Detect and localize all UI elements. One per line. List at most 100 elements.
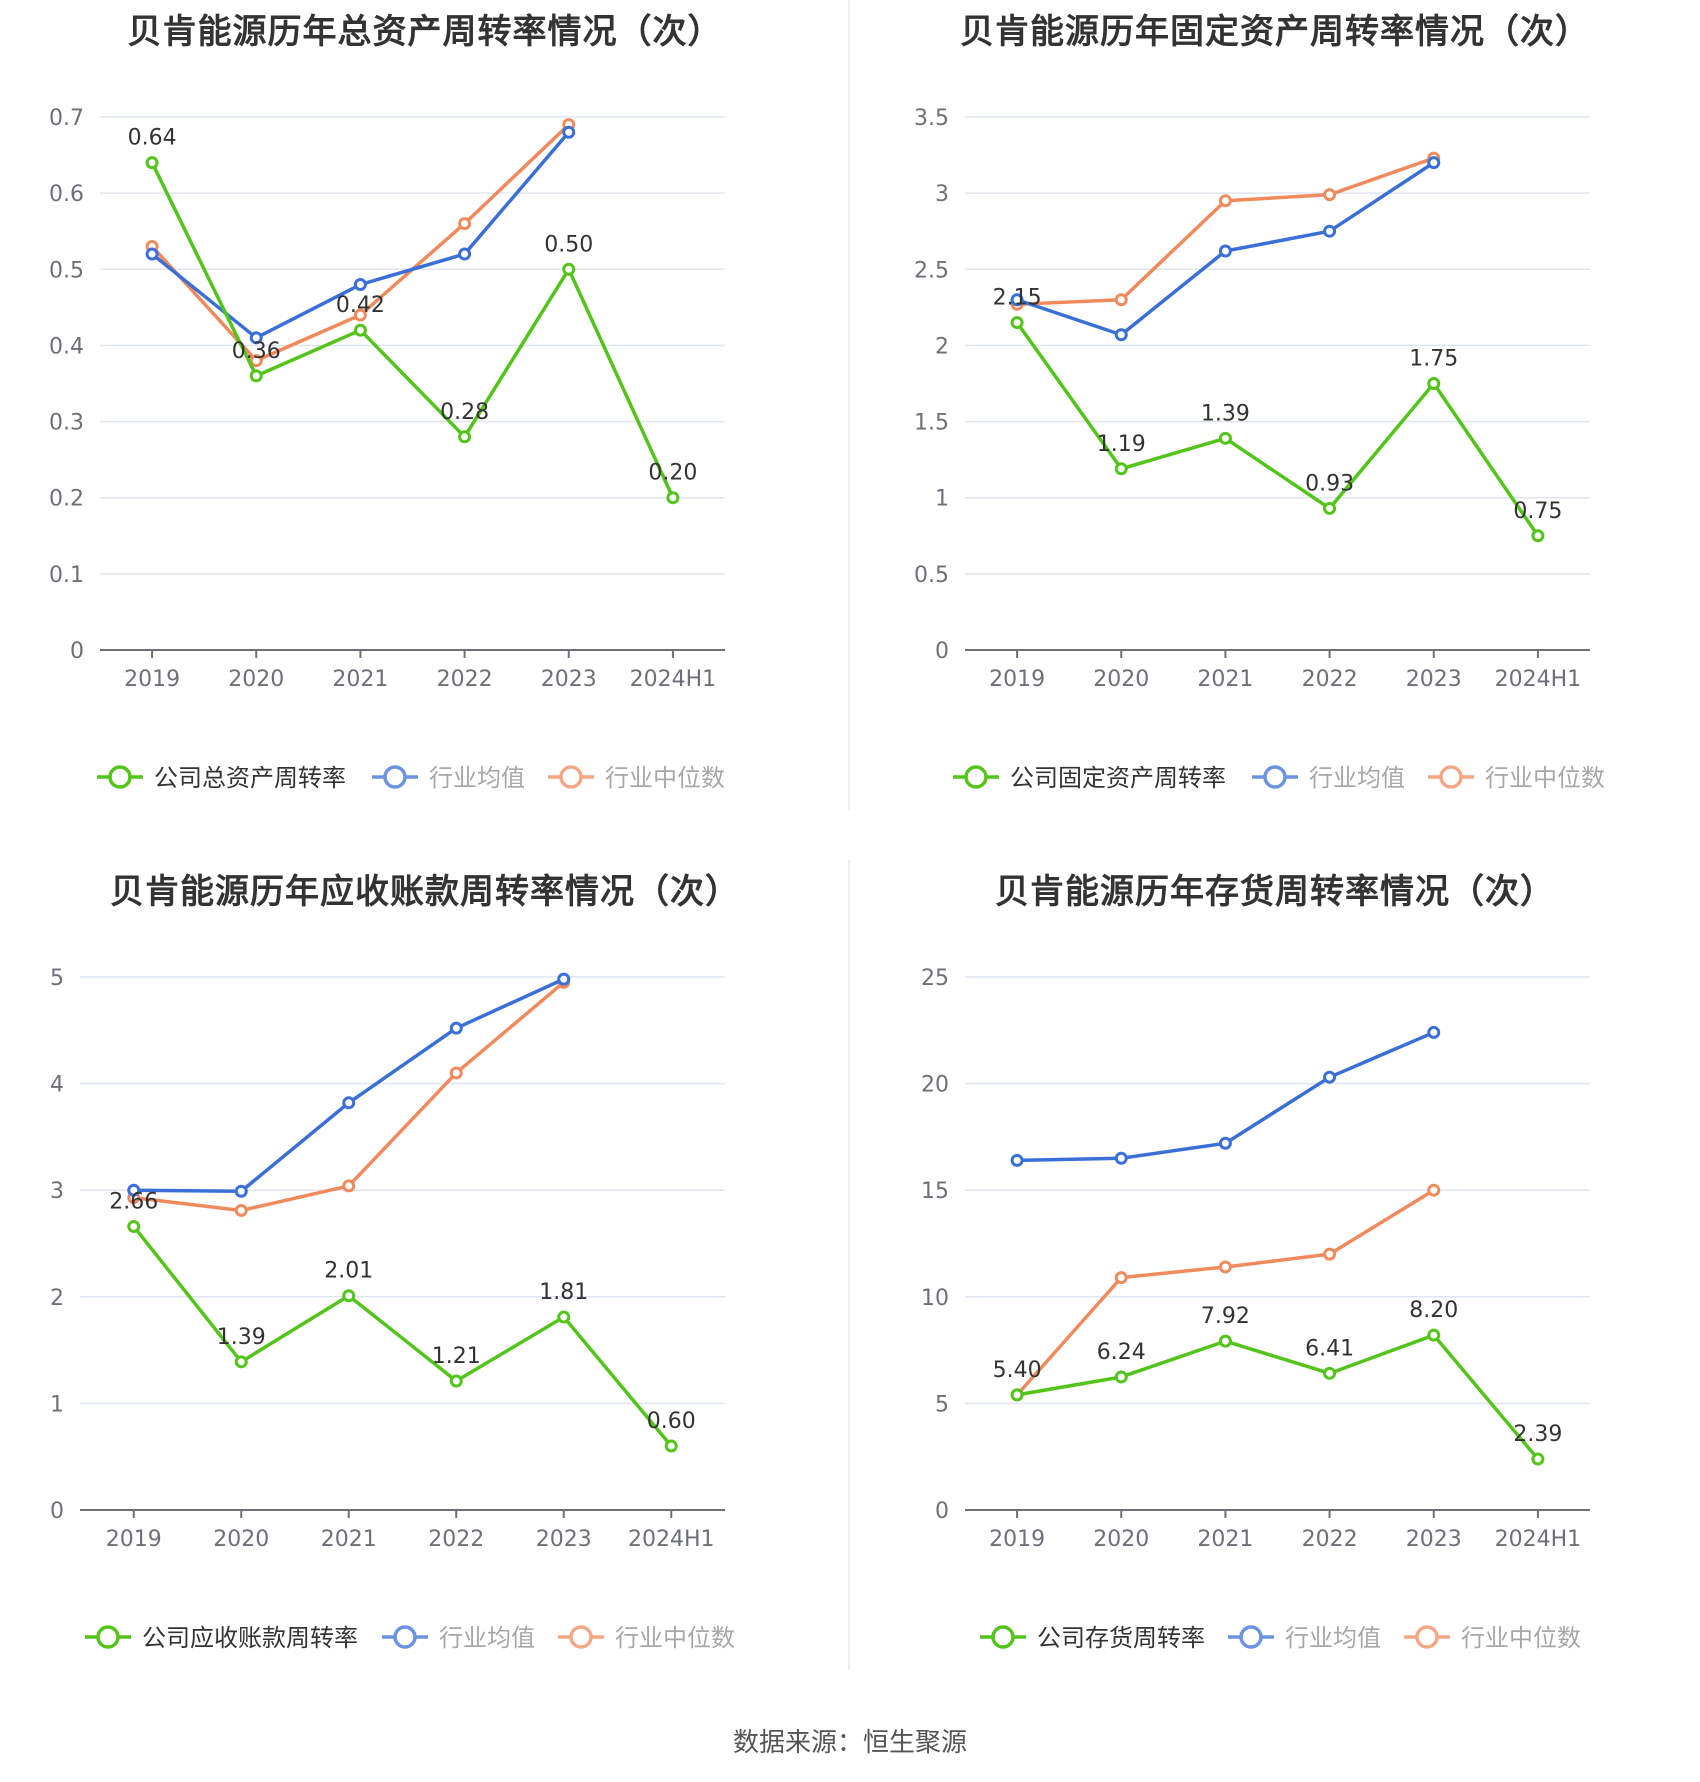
data-point	[1218, 194, 1232, 208]
data-point	[1323, 224, 1337, 238]
legend-item[interactable]: 行业中位数	[1404, 1624, 1581, 1652]
data-label: 2.66	[109, 1189, 158, 1214]
legend-item[interactable]: 行业均值	[1252, 764, 1405, 792]
chart-title: 贝肯能源历年存货周转率情况（次）	[995, 872, 1555, 912]
series-line	[1015, 321, 1540, 537]
data-label: 7.92	[1201, 1304, 1250, 1329]
series-line	[1015, 1188, 1435, 1397]
data-point	[1323, 1366, 1337, 1380]
data-point	[1218, 1136, 1232, 1150]
data-label: 6.24	[1097, 1340, 1146, 1365]
y-tick-label: 0.5	[914, 563, 949, 588]
data-point	[353, 323, 367, 337]
data-point	[1531, 529, 1545, 543]
data-point	[666, 491, 680, 505]
legend-item[interactable]: 行业均值	[1228, 1624, 1381, 1652]
legend-label: 公司存货周转率	[1037, 1624, 1205, 1652]
data-label: 0.64	[128, 126, 177, 151]
y-tick-label: 5	[50, 966, 64, 991]
chart-panel-inventory-turnover: 贝肯能源历年存货周转率情况（次） 0 5 10 15 20 25 2019 2020 2021 2…	[850, 860, 1700, 1720]
data-label: 0.93	[1305, 471, 1354, 496]
data-point	[449, 1374, 463, 1388]
data-point	[1114, 1370, 1128, 1384]
series-line	[133, 977, 565, 1194]
legend-label: 行业均值	[429, 764, 525, 792]
x-tick-label: 2024H1	[1495, 1527, 1582, 1552]
y-tick-label: 3	[50, 1179, 64, 1204]
data-point	[234, 1355, 248, 1369]
data-point	[557, 1310, 571, 1324]
data-label: 0.75	[1513, 499, 1562, 524]
data-point	[1427, 1025, 1441, 1039]
data-point	[1427, 1183, 1441, 1197]
data-point	[1323, 1070, 1337, 1084]
y-tick-label: 0.4	[49, 334, 84, 359]
legend-item[interactable]: 公司应收账款周转率	[85, 1624, 358, 1652]
x-tick-label: 2023	[536, 1527, 592, 1552]
data-label: 0.36	[232, 339, 281, 364]
legend-item[interactable]: 行业中位数	[1428, 764, 1605, 792]
chart-panel-receivables-turnover: 贝肯能源历年应收账款周转率情况（次） 0 1 2 3 4 5 2019 2020 2021 202…	[0, 860, 850, 1720]
data-point	[1114, 328, 1128, 342]
data-point	[249, 331, 263, 345]
y-tick-label: 20	[921, 1073, 949, 1098]
y-tick-label: 0.5	[49, 258, 84, 283]
x-tick-label: 2024H1	[630, 667, 717, 692]
data-point	[234, 1203, 248, 1217]
y-tick-label: 3	[935, 182, 949, 207]
legend-item[interactable]: 行业中位数	[558, 1624, 735, 1652]
legend-item[interactable]: 行业均值	[372, 764, 525, 792]
data-point	[458, 247, 472, 261]
x-tick-label: 2022	[1302, 1527, 1358, 1552]
data-point	[1114, 462, 1128, 476]
data-label: 6.41	[1305, 1336, 1354, 1361]
y-tick-label: 10	[921, 1286, 949, 1311]
data-point	[1427, 1328, 1441, 1342]
legend-item[interactable]: 行业均值	[382, 1624, 535, 1652]
data-label: 1.39	[1201, 401, 1250, 426]
series-line	[1016, 1333, 1540, 1461]
series-line	[132, 1225, 673, 1448]
x-tick-label: 2020	[228, 667, 284, 692]
legend-item[interactable]: 公司总资产周转率	[97, 764, 346, 792]
x-tick-label: 2020	[1093, 667, 1149, 692]
x-tick-label: 2022	[1302, 667, 1358, 692]
y-tick-label: 5	[935, 1392, 949, 1417]
legend-item[interactable]: 公司存货周转率	[980, 1624, 1205, 1652]
data-point	[1531, 1452, 1545, 1466]
y-tick-label: 0.6	[49, 182, 84, 207]
y-tick-label: 4	[50, 1073, 64, 1098]
x-tick-label: 2023	[541, 667, 597, 692]
data-label: 1.75	[1409, 347, 1458, 372]
data-point	[1010, 293, 1024, 307]
x-tick-label: 2019	[989, 1527, 1045, 1552]
data-point	[1114, 1151, 1128, 1165]
data-point	[145, 156, 159, 170]
legend-item[interactable]: 公司固定资产周转率	[953, 764, 1226, 792]
data-point	[127, 1183, 141, 1197]
x-tick-label: 2020	[213, 1527, 269, 1552]
data-point	[342, 1179, 356, 1193]
series-line	[150, 161, 675, 499]
data-point	[1427, 377, 1441, 390]
y-tick-label: 15	[921, 1179, 949, 1204]
data-point	[353, 308, 367, 322]
x-tick-label: 2021	[332, 667, 388, 692]
y-tick-label: 0.2	[49, 487, 84, 512]
data-point	[145, 247, 159, 261]
x-tick-label: 2021	[321, 1527, 377, 1552]
data-point	[1114, 293, 1128, 307]
y-tick-label: 0.1	[49, 563, 84, 588]
x-tick-label: 2021	[1197, 667, 1253, 692]
legend-label: 行业均值	[1285, 1624, 1381, 1652]
data-label: 0.50	[544, 232, 593, 257]
x-tick-label: 2019	[106, 1527, 162, 1552]
legend-item[interactable]: 行业中位数	[548, 764, 725, 792]
y-tick-label: 25	[921, 966, 949, 991]
data-point	[1010, 1388, 1024, 1402]
data-label: 0.42	[336, 293, 385, 318]
data-point	[449, 1021, 463, 1035]
line-chart: 0 5 10 15 20 25 2019 2020 2021 2022 2023 2024H1 5.40…	[921, 966, 1590, 1652]
chart-panel-total-asset-turnover: 贝肯能源历年总资产周转率情况（次） 0 0.1 0.2 0.3 0.4 0.5 0.6 0.7…	[0, 0, 850, 860]
legend-label: 公司总资产周转率	[154, 764, 346, 792]
